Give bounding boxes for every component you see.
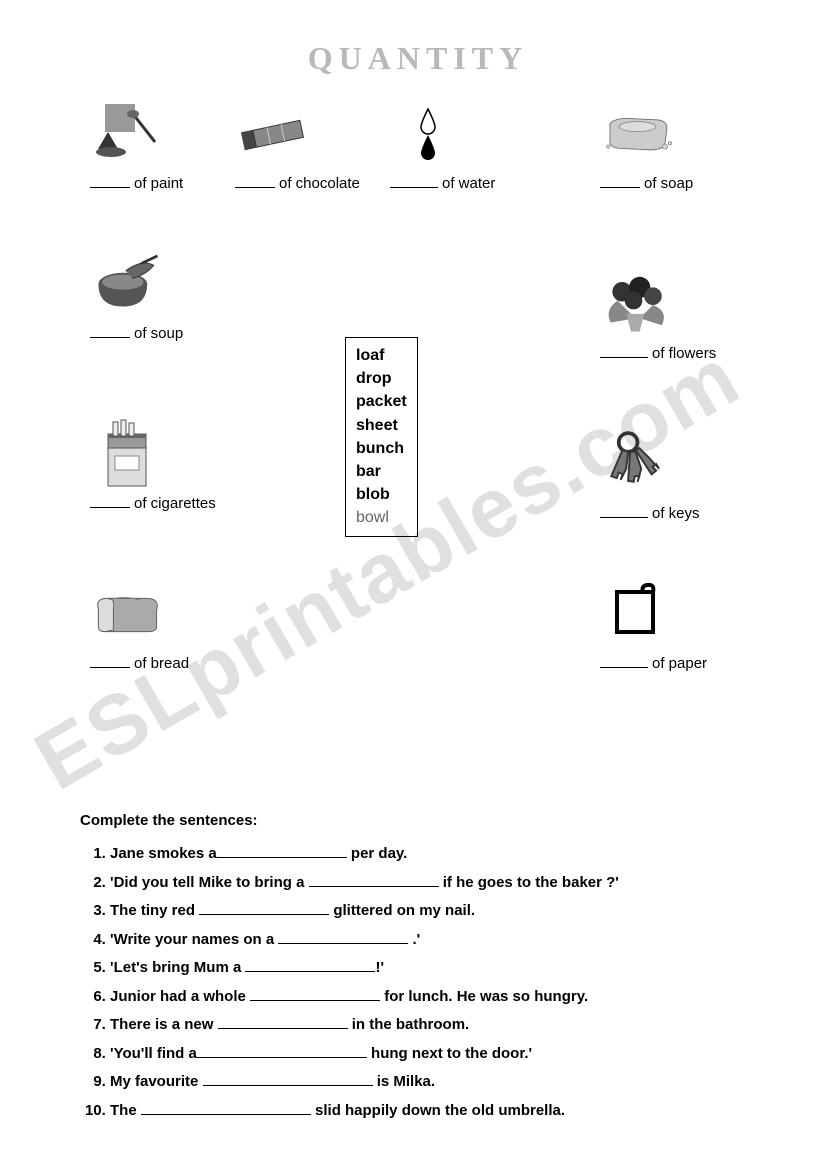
vocab-grid: of paint of chocolate of water (80, 102, 756, 802)
item-paper: of paper (600, 582, 707, 672)
chocolate-icon (235, 102, 310, 167)
item-chocolate: of chocolate (235, 102, 360, 192)
sentences-list: Jane smokes a per day. 'Did you tell Mik… (80, 843, 756, 1122)
item-soap: of soap (600, 102, 693, 192)
cigarettes-icon (90, 422, 165, 487)
item-label: of soap (600, 175, 693, 192)
item-flowers: of flowers (600, 272, 716, 362)
wordbank-item: drop (356, 367, 407, 390)
wordbank-item: bunch (356, 437, 407, 460)
item-water: of water (390, 102, 495, 192)
paint-icon (90, 102, 165, 167)
sentence-item: 'Let's bring Mum a !' (110, 957, 756, 980)
flowers-icon (600, 272, 675, 337)
sentence-item: The tiny red glittered on my nail. (110, 900, 756, 923)
wordbank-item: sheet (356, 414, 407, 437)
wordbank-item: bowl (356, 506, 407, 529)
item-label: of soup (90, 325, 183, 342)
item-label: of cigarettes (90, 495, 216, 512)
item-bread: of bread (90, 582, 189, 672)
paper-icon (600, 582, 675, 647)
item-label: of chocolate (235, 175, 360, 192)
soup-bowl-icon (90, 252, 165, 317)
item-label: of paint (90, 175, 183, 192)
item-soup: of soup (90, 252, 183, 342)
wordbank-item: loaf (356, 344, 407, 367)
item-label: of paper (600, 655, 707, 672)
sentence-item: Jane smokes a per day. (110, 843, 756, 866)
bread-icon (90, 582, 165, 647)
keys-icon (600, 432, 675, 497)
item-label: of flowers (600, 345, 716, 362)
sentence-item: 'Did you tell Mike to bring a if he goes… (110, 872, 756, 895)
sentences-section: Complete the sentences: Jane smokes a pe… (80, 812, 756, 1122)
sentence-item: The slid happily down the old umbrella. (110, 1100, 756, 1123)
sentence-item: Junior had a whole for lunch. He was so … (110, 986, 756, 1009)
sentence-item: 'Write your names on a .' (110, 929, 756, 952)
sentence-item: My favourite is Milka. (110, 1071, 756, 1094)
sentences-heading: Complete the sentences: (80, 812, 756, 829)
word-bank: loaf drop packet sheet bunch bar blob bo… (345, 337, 418, 537)
water-drop-icon (390, 102, 465, 167)
item-keys: of keys (600, 432, 700, 522)
sentence-item: 'You'll find a hung next to the door.' (110, 1043, 756, 1066)
wordbank-item: blob (356, 483, 407, 506)
item-label: of keys (600, 505, 700, 522)
item-label: of bread (90, 655, 189, 672)
sentence-item: There is a new in the bathroom. (110, 1014, 756, 1037)
wordbank-item: bar (356, 460, 407, 483)
wordbank-item: packet (356, 390, 407, 413)
item-paint: of paint (90, 102, 183, 192)
item-cigarettes: of cigarettes (90, 422, 216, 512)
item-label: of water (390, 175, 495, 192)
soap-icon (600, 102, 675, 167)
page-title: QUANTITY (80, 40, 756, 77)
